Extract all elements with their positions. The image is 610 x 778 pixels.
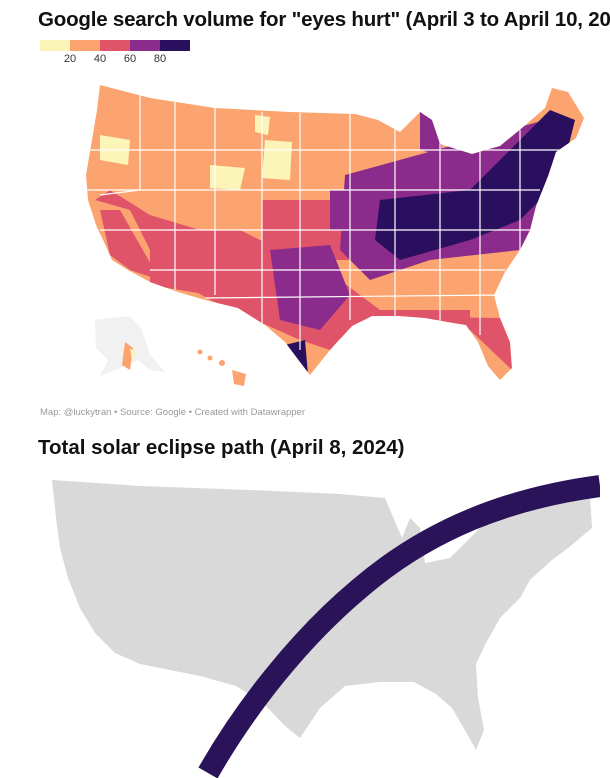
alaska-region: [95, 316, 165, 376]
legend-color-bar: [40, 40, 190, 51]
legend-swatch-3: [130, 40, 160, 51]
legend-tick-40: 40: [93, 53, 107, 65]
legend-tick-20: 20: [63, 53, 77, 65]
state-regions: [86, 85, 584, 380]
legend-swatch-1: [70, 40, 100, 51]
map-credit: Map: @luckytran • Source: Google • Creat…: [40, 407, 305, 418]
legend-swatch-0: [40, 40, 70, 51]
legend-ticks: 20 40 60 80: [40, 51, 190, 65]
color-legend: 20 40 60 80: [40, 40, 190, 65]
legend-tick-60: 60: [123, 53, 137, 65]
legend-swatch-2: [100, 40, 130, 51]
hawaii-region: [197, 349, 246, 386]
eclipse-path-map: [52, 475, 600, 778]
choropleth-map-us: [86, 85, 584, 386]
map-title-search-volume: Google search volume for "eyes hurt" (Ap…: [38, 8, 610, 31]
map-title-eclipse-path: Total solar eclipse path (April 8, 2024): [38, 436, 405, 459]
legend-tick-80: 80: [153, 53, 167, 65]
legend-swatch-4: [160, 40, 190, 51]
eclipse-path: [198, 475, 600, 778]
